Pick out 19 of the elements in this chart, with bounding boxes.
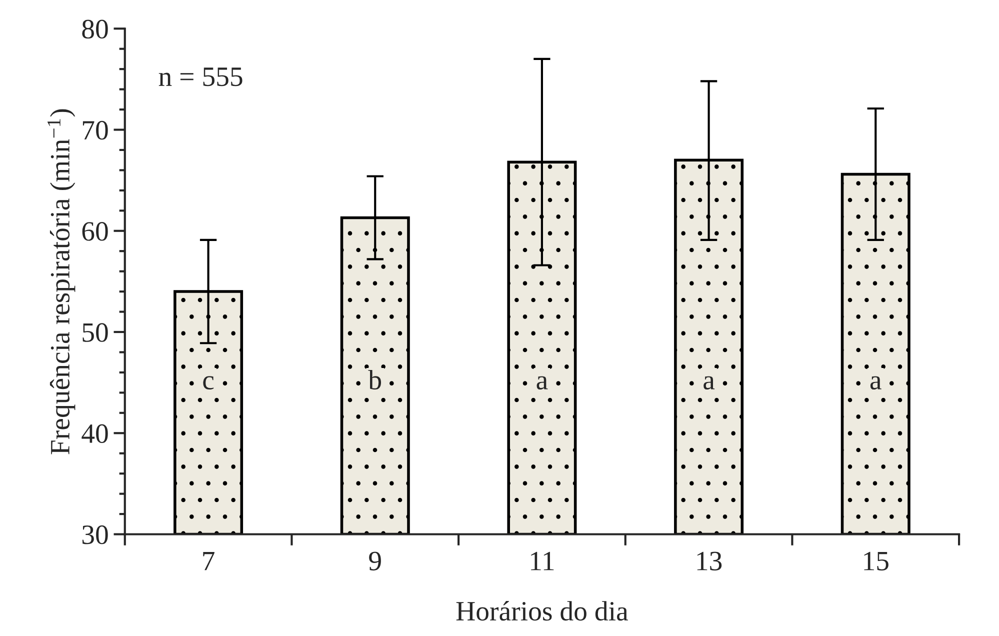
x-tick-label: 7 — [203, 552, 214, 570]
annotation: a — [704, 376, 715, 390]
y-tick-label: 60 — [82, 222, 108, 241]
x-tick-label: 13 — [697, 552, 722, 570]
y-tick-label: 70 — [82, 120, 108, 140]
y-tick-label: 30 — [82, 525, 108, 544]
annotation: n = 555 — [158, 68, 242, 86]
y-tick-label: 50 — [82, 323, 108, 342]
x-tick-label: 9 — [369, 552, 381, 570]
y-tick-label: 80 — [82, 20, 108, 39]
annotation: c — [203, 376, 214, 390]
x-tick-label: 15 — [864, 552, 888, 570]
y-axis-title: Frequência respiratória (min$^{−1}$) — [48, 109, 76, 454]
annotation: b — [368, 370, 382, 390]
annotation: a — [870, 376, 882, 390]
x-tick-label: 11 — [531, 552, 554, 570]
annotation: a — [536, 376, 548, 390]
y-tick-label: 40 — [82, 424, 108, 444]
x-axis-title: Horários do dia — [456, 601, 628, 621]
